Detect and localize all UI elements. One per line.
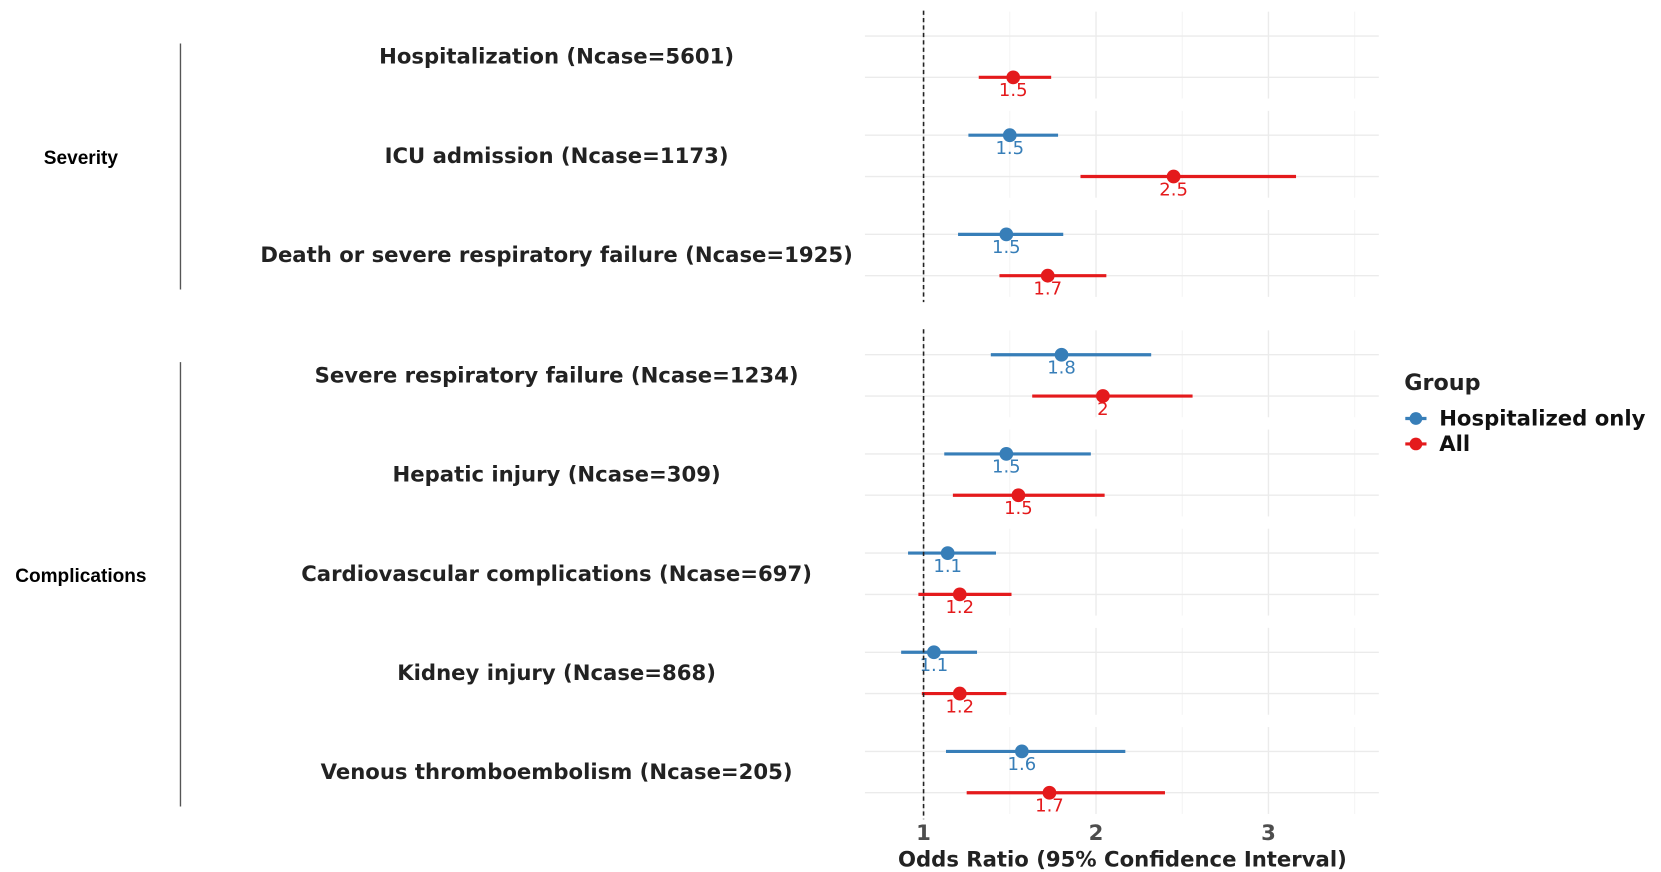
point-estimate: [1040, 268, 1055, 283]
point-estimate: [999, 227, 1014, 242]
value-label: 1.7: [1035, 796, 1064, 817]
x-axis-title: Odds Ratio (95% Confidence Interval): [898, 846, 1347, 871]
value-label: 1.1: [933, 556, 962, 577]
value-label: 1.5: [992, 457, 1021, 478]
outcome-label: Death or severe respiratory failure (Nca…: [260, 242, 853, 267]
point-estimate: [952, 686, 967, 701]
outcome-label: Kidney injury (Ncase=868): [397, 660, 716, 685]
value-label: 1.5: [992, 237, 1021, 258]
point-estimate: [1014, 744, 1029, 759]
group-label: Complications: [15, 566, 146, 587]
value-label: 1.2: [945, 597, 974, 618]
point-estimate: [1166, 169, 1181, 184]
point-estimate: [1011, 488, 1026, 503]
point-estimate: [940, 546, 955, 560]
value-label: 2.5: [1159, 179, 1188, 200]
legend-label: All: [1439, 431, 1470, 456]
value-label: 1.5: [1004, 498, 1033, 519]
x-tick-label: 3: [1261, 820, 1276, 845]
outcome-label: Cardiovascular complications (Ncase=697): [301, 561, 812, 586]
outcome-label: ICU admission (Ncase=1173): [385, 143, 729, 168]
value-label: 1.5: [999, 80, 1028, 101]
legend-key-point: [1409, 437, 1423, 451]
point-estimate: [999, 447, 1014, 461]
legend-title: Group: [1404, 370, 1480, 396]
outcome-label: Hepatic injury (Ncase=309): [393, 462, 721, 487]
outcome-label: Venous thromboembolism (Ncase=205): [321, 759, 793, 784]
value-label: 1.8: [1047, 358, 1076, 379]
x-tick-label: 2: [1089, 820, 1104, 845]
value-label: 1.6: [1008, 754, 1037, 775]
point-estimate: [1054, 347, 1069, 362]
point-estimate: [1006, 70, 1021, 85]
legend-key-point: [1409, 412, 1423, 425]
point-estimate: [952, 587, 967, 602]
value-label: 2: [1097, 399, 1108, 420]
value-label: 1.1: [920, 655, 949, 676]
group-label: Severity: [44, 148, 119, 169]
point-estimate: [1096, 389, 1110, 403]
legend-label: Hospitalized only: [1439, 406, 1645, 431]
x-tick-label: 1: [916, 820, 931, 845]
value-label: 1.2: [945, 696, 974, 717]
value-label: 1.5: [995, 138, 1024, 159]
point-estimate: [1002, 128, 1017, 143]
point-estimate: [1042, 785, 1057, 800]
point-estimate: [927, 645, 941, 660]
outcome-label: Severe respiratory failure (Ncase=1234): [315, 362, 799, 387]
outcome-label: Hospitalization (Ncase=5601): [379, 44, 734, 69]
value-label: 1.7: [1033, 278, 1062, 299]
